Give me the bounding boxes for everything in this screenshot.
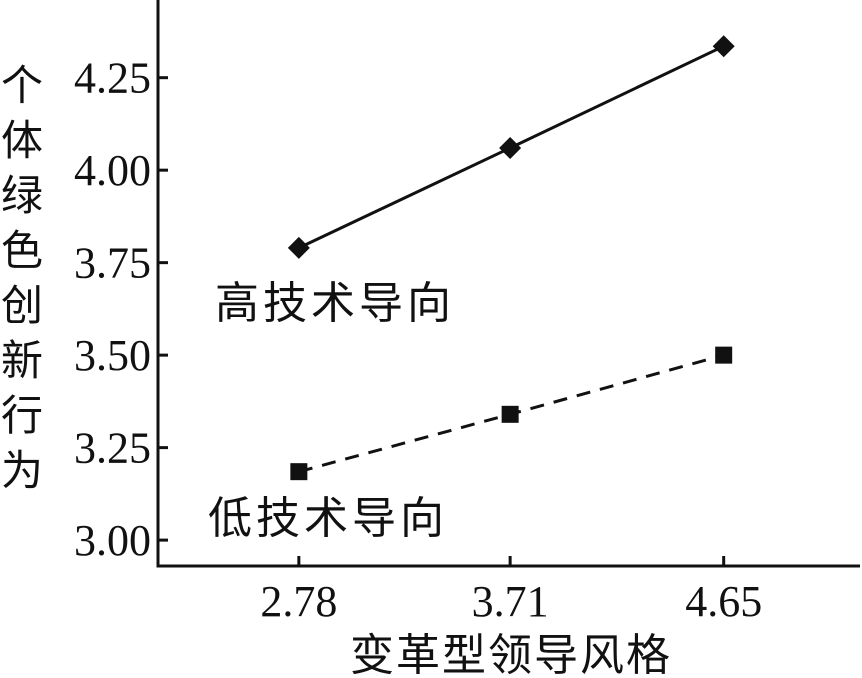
- y-tick-label: 3.00: [74, 516, 151, 565]
- x-tick-label: 2.78: [260, 577, 337, 626]
- y-axis-title-char: 体: [1, 116, 43, 165]
- ticks: 3.00 3.25 3.50 3.75 4.00 4.25 2.78 3.71 4.65: [74, 54, 762, 626]
- data-point-diamond: [499, 136, 522, 159]
- data-point-square: [501, 405, 519, 423]
- x-tick-label: 4.65: [685, 577, 762, 626]
- x-tick-label: 3.71: [472, 577, 549, 626]
- y-tick-label: 3.50: [74, 331, 151, 380]
- data-point-diamond: [712, 35, 735, 58]
- data-point-square: [715, 346, 733, 364]
- x-axis-title: 变革型领导风格: [350, 631, 672, 678]
- y-tick-label: 4.00: [74, 146, 151, 195]
- y-axis-title-char: 创: [1, 281, 43, 330]
- y-axis-title-char: 色: [1, 226, 43, 275]
- y-axis-title-char: 新: [1, 336, 43, 385]
- y-axis-title-char: 为: [1, 446, 43, 495]
- y-tick-label: 3.75: [74, 239, 151, 288]
- series-label-high: 高技术导向: [215, 279, 455, 328]
- y-tick-label: 3.25: [74, 424, 151, 473]
- series-layer: [287, 35, 735, 481]
- y-tick-label: 4.25: [74, 54, 151, 103]
- y-axis-title-char: 个: [1, 61, 43, 110]
- data-point-diamond: [287, 236, 310, 259]
- data-point-square: [290, 463, 308, 481]
- y-axis-title-char: 绿: [1, 171, 43, 220]
- y-axis-title-char: 行: [1, 391, 43, 440]
- axes: [156, 0, 860, 568]
- series-label-low: 低技术导向: [208, 494, 448, 543]
